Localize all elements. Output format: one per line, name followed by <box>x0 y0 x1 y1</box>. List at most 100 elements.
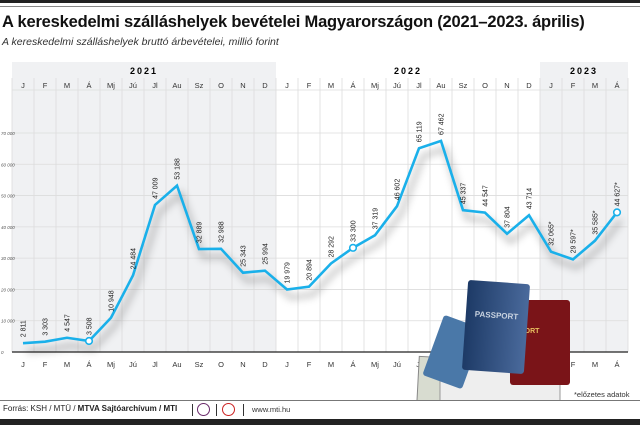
chart-title: A kereskedelmi szálláshelyek bevételei M… <box>2 13 585 31</box>
data-label: 53 188 <box>175 158 182 180</box>
bottom-bar <box>0 419 640 425</box>
data-label: 20 894 <box>307 259 314 281</box>
month-label-bottom: M <box>328 360 334 369</box>
website-link[interactable]: www.mti.hu <box>252 405 291 414</box>
mtva-logo-icon <box>197 403 210 416</box>
month-label-top: M <box>64 81 70 90</box>
year-label: 2022 <box>394 66 422 76</box>
y-tick-label: 20 000 <box>0 287 15 292</box>
mti-logo-icon <box>222 403 235 416</box>
series-line <box>22 139 619 345</box>
month-label-top: Au <box>172 81 181 90</box>
separator <box>243 404 244 416</box>
source-text: Forrás: KSH / MTÜ / MTVA Sajtóarchívum /… <box>3 404 177 413</box>
data-label: 43 714 <box>527 188 534 210</box>
month-label-bottom: Jú <box>129 360 137 369</box>
month-label-top: Jl <box>152 81 158 90</box>
month-label-top: N <box>240 81 245 90</box>
data-label: 46 602 <box>395 179 402 201</box>
month-label-bottom: F <box>307 360 312 369</box>
data-label: 24 484 <box>131 248 138 270</box>
data-label: 65 119 <box>417 121 424 142</box>
data-label: 32 889 <box>197 222 204 244</box>
data-label: 32 988 <box>219 221 226 243</box>
month-label-top: Mj <box>107 81 115 90</box>
month-label-top: J <box>21 81 25 90</box>
month-label-top: Jl <box>416 81 422 90</box>
month-label-bottom: N <box>240 360 245 369</box>
month-label-bottom: D <box>262 360 268 369</box>
top-rule <box>0 0 640 3</box>
line-chart: 2021 2022 2023 J J F F M M Á Á Mj Mj Jú Jú Jl Jl Au Au Sz Sz… <box>0 62 629 400</box>
svg-text:PASSPORT: PASSPORT <box>475 310 519 322</box>
data-label: 44 627* <box>615 182 622 206</box>
data-label: 25 994 <box>263 243 270 265</box>
highlighted-point <box>612 208 622 217</box>
separator <box>192 404 193 416</box>
month-label-bottom: Jú <box>393 360 401 369</box>
y-tick-label: 60 000 <box>1 162 15 167</box>
month-label-bottom: F <box>571 360 576 369</box>
preliminary-note: *előzetes adatok <box>574 390 630 399</box>
data-label: 35 585* <box>593 210 600 234</box>
data-label: 44 547 <box>483 185 490 207</box>
chart-subtitle: A kereskedelmi szálláshelyek bruttó árbe… <box>2 36 279 48</box>
month-label-top: Sz <box>459 81 468 90</box>
month-label-top: Á <box>86 81 91 90</box>
data-label: 45 337 <box>461 183 468 205</box>
month-label-bottom: M <box>592 360 598 369</box>
month-label-bottom: Sz <box>195 360 204 369</box>
svg-text:PORT: PORT <box>520 328 540 335</box>
y-tick-label: 40 000 <box>1 225 15 230</box>
month-label-top: Jú <box>129 81 137 90</box>
data-label: 47 009 <box>153 177 160 199</box>
separator <box>216 404 217 416</box>
data-label: 37 319 <box>373 208 380 230</box>
data-label: 19 979 <box>285 262 292 284</box>
y-tick-label: 50 000 <box>1 194 15 199</box>
highlighted-point <box>84 336 94 346</box>
y-tick-label: 0 <box>1 350 4 355</box>
data-label: 37 804 <box>505 206 512 228</box>
month-label-bottom: Á <box>614 360 619 369</box>
month-label-bottom: Á <box>350 360 355 369</box>
data-label: 3 508 <box>87 317 94 335</box>
month-label-top: Mj <box>371 81 379 90</box>
data-label: 2 811 <box>21 320 28 337</box>
month-label-top: Au <box>436 81 445 90</box>
month-label-top: O <box>482 81 488 90</box>
month-label-bottom: Mj <box>371 360 379 369</box>
data-label: 28 292 <box>329 236 336 258</box>
data-label: 32 065* <box>549 221 556 245</box>
month-label-bottom: J <box>21 360 25 369</box>
month-label-top: F <box>571 81 576 90</box>
year-label: 2023 <box>570 66 598 76</box>
y-tick-label: 30 000 <box>1 256 15 261</box>
month-label-bottom: F <box>43 360 48 369</box>
month-label-top: M <box>328 81 334 90</box>
month-label-top: M <box>592 81 598 90</box>
month-label-top: F <box>43 81 48 90</box>
month-label-top: N <box>504 81 509 90</box>
month-label-top: F <box>307 81 312 90</box>
month-label-top: J <box>549 81 553 90</box>
data-label: 29 597* <box>571 229 578 253</box>
series-shadow <box>26 146 623 354</box>
highlighted-point <box>348 243 358 252</box>
top-rule-thin <box>0 6 640 7</box>
data-label: 10 948 <box>109 290 116 312</box>
month-label-top: Á <box>350 81 355 90</box>
month-label-bottom: Jl <box>152 360 158 369</box>
month-label-top: D <box>262 81 268 90</box>
month-label-top: J <box>285 81 289 90</box>
data-label: 67 462 <box>439 113 446 135</box>
month-label-bottom: O <box>218 360 224 369</box>
y-tick-label: 10 000 <box>1 319 15 324</box>
footer-rule <box>0 400 640 401</box>
month-label-top: Jú <box>393 81 401 90</box>
month-label-bottom: Á <box>86 360 91 369</box>
month-label-top: D <box>526 81 532 90</box>
data-label: 4 547 <box>65 314 72 332</box>
data-label: 3 303 <box>43 318 50 336</box>
month-label-top: O <box>218 81 224 90</box>
